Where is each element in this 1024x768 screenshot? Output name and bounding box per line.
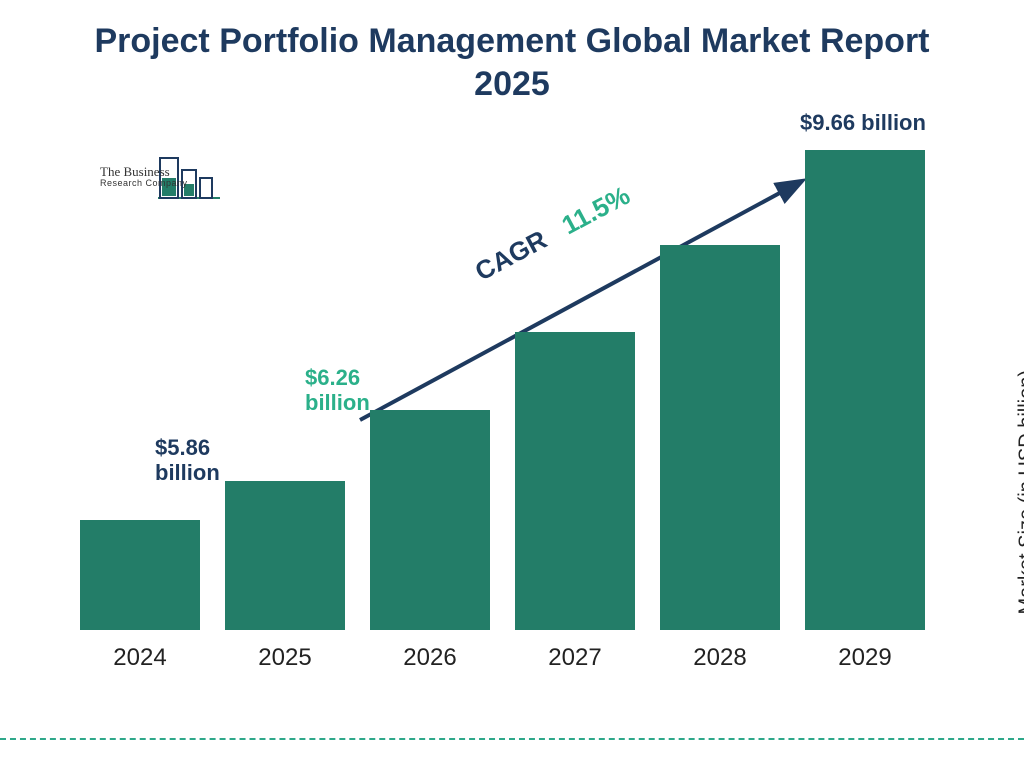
chart-title: Project Portfolio Management Global Mark… xyxy=(0,20,1024,105)
plot-area: CAGR 11.5% $5.86billion$6.26billion$9.66… xyxy=(80,130,950,630)
bar xyxy=(515,332,635,630)
x-axis-label: 2028 xyxy=(660,644,780,672)
x-axis-label: 2027 xyxy=(515,644,635,672)
x-axis-label: 2025 xyxy=(225,644,345,672)
bar xyxy=(225,481,345,630)
value-label: $5.86billion xyxy=(155,435,220,486)
bar-chart: CAGR 11.5% $5.86billion$6.26billion$9.66… xyxy=(80,130,950,680)
bar xyxy=(370,410,490,630)
bottom-divider xyxy=(0,738,1024,740)
bar xyxy=(805,150,925,630)
x-axis-label: 2029 xyxy=(805,644,925,672)
bar xyxy=(80,520,200,630)
y-axis-label: Market Size (in USD billion) xyxy=(1016,370,1024,615)
x-axis-label: 2024 xyxy=(80,644,200,672)
value-label: $9.66 billion xyxy=(800,110,926,135)
value-label: $6.26billion xyxy=(305,365,370,416)
bar xyxy=(660,245,780,630)
x-axis-label: 2026 xyxy=(370,644,490,672)
